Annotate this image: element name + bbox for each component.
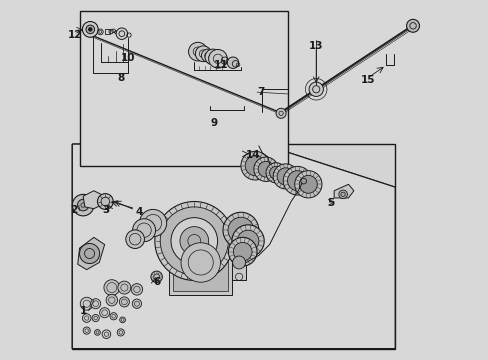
- Bar: [169, 230, 231, 295]
- Circle shape: [188, 42, 207, 61]
- Circle shape: [287, 171, 307, 191]
- Bar: [231, 244, 246, 280]
- Circle shape: [86, 25, 94, 34]
- Circle shape: [258, 161, 273, 177]
- Polygon shape: [83, 191, 104, 209]
- Polygon shape: [78, 237, 104, 270]
- Circle shape: [294, 171, 321, 198]
- Bar: [172, 234, 228, 291]
- Bar: [81, 13, 285, 164]
- Circle shape: [97, 194, 113, 210]
- Text: 4: 4: [135, 207, 142, 217]
- Circle shape: [151, 271, 162, 283]
- Circle shape: [299, 175, 317, 193]
- Text: 8: 8: [117, 73, 124, 83]
- Text: 13: 13: [308, 41, 323, 50]
- Circle shape: [241, 151, 269, 180]
- Text: 6: 6: [153, 277, 160, 287]
- Circle shape: [131, 284, 142, 295]
- Circle shape: [88, 28, 92, 31]
- Circle shape: [208, 49, 227, 68]
- Circle shape: [119, 297, 129, 307]
- Circle shape: [277, 168, 294, 185]
- Text: 14: 14: [245, 150, 260, 160]
- Circle shape: [181, 243, 220, 282]
- Circle shape: [171, 218, 217, 264]
- Circle shape: [139, 210, 166, 237]
- Circle shape: [308, 82, 323, 96]
- Circle shape: [227, 217, 253, 243]
- Text: 5: 5: [326, 198, 333, 208]
- Circle shape: [195, 46, 211, 62]
- Circle shape: [160, 207, 228, 275]
- Circle shape: [237, 230, 258, 252]
- Circle shape: [406, 19, 419, 32]
- Circle shape: [132, 299, 142, 309]
- Text: 9: 9: [210, 118, 217, 128]
- Text: 15: 15: [360, 75, 375, 85]
- Text: 7: 7: [256, 87, 264, 97]
- Circle shape: [265, 163, 285, 183]
- Circle shape: [118, 281, 131, 294]
- Circle shape: [273, 164, 298, 189]
- Text: 11: 11: [214, 60, 228, 70]
- Circle shape: [120, 317, 125, 323]
- Text: 2: 2: [70, 206, 78, 216]
- Circle shape: [102, 330, 110, 338]
- Circle shape: [80, 243, 100, 264]
- Circle shape: [201, 49, 214, 62]
- Circle shape: [283, 166, 311, 195]
- Bar: [72, 144, 394, 348]
- Text: 3: 3: [102, 206, 110, 216]
- Circle shape: [231, 225, 264, 257]
- Bar: [80, 12, 287, 166]
- Circle shape: [72, 194, 94, 216]
- Polygon shape: [72, 144, 394, 348]
- Text: 12: 12: [68, 30, 82, 40]
- Circle shape: [100, 308, 109, 318]
- Polygon shape: [333, 184, 353, 198]
- Circle shape: [244, 156, 265, 176]
- Polygon shape: [72, 144, 394, 348]
- Circle shape: [223, 212, 258, 248]
- Circle shape: [155, 202, 233, 280]
- Circle shape: [338, 190, 346, 199]
- Circle shape: [180, 226, 208, 255]
- Circle shape: [132, 219, 155, 242]
- Circle shape: [94, 329, 100, 335]
- Circle shape: [117, 329, 124, 336]
- Circle shape: [228, 237, 257, 266]
- Circle shape: [83, 327, 90, 334]
- Circle shape: [269, 166, 282, 179]
- Text: 1: 1: [80, 306, 86, 316]
- Circle shape: [125, 230, 144, 248]
- Circle shape: [80, 297, 93, 310]
- Circle shape: [82, 314, 91, 322]
- Circle shape: [106, 294, 117, 306]
- Circle shape: [233, 242, 251, 261]
- Circle shape: [92, 315, 99, 321]
- Circle shape: [204, 49, 221, 65]
- Circle shape: [232, 256, 245, 269]
- Circle shape: [90, 299, 101, 309]
- Circle shape: [110, 313, 117, 320]
- Text: 10: 10: [121, 53, 135, 63]
- Circle shape: [253, 157, 278, 181]
- Circle shape: [276, 108, 285, 118]
- Circle shape: [104, 280, 120, 296]
- Circle shape: [227, 57, 238, 68]
- Circle shape: [77, 199, 89, 211]
- Circle shape: [82, 22, 98, 37]
- Circle shape: [116, 28, 127, 40]
